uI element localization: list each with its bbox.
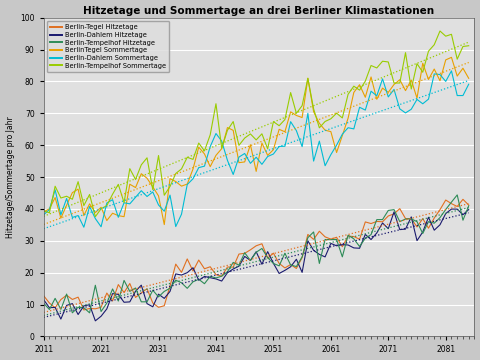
Y-axis label: Hitzetage/Sommertage pro Jahr: Hitzetage/Sommertage pro Jahr bbox=[6, 116, 14, 238]
Title: Hitzetage und Sommertage an drei Berliner Klimastationen: Hitzetage und Sommertage an drei Berline… bbox=[84, 5, 434, 15]
Legend: Berlin-Tegel Hitzetage, Berlin-Dahlem Hitzetage, Berlin-Tempelhof Hitzetage, Ber: Berlin-Tegel Hitzetage, Berlin-Dahlem Hi… bbox=[47, 21, 169, 72]
